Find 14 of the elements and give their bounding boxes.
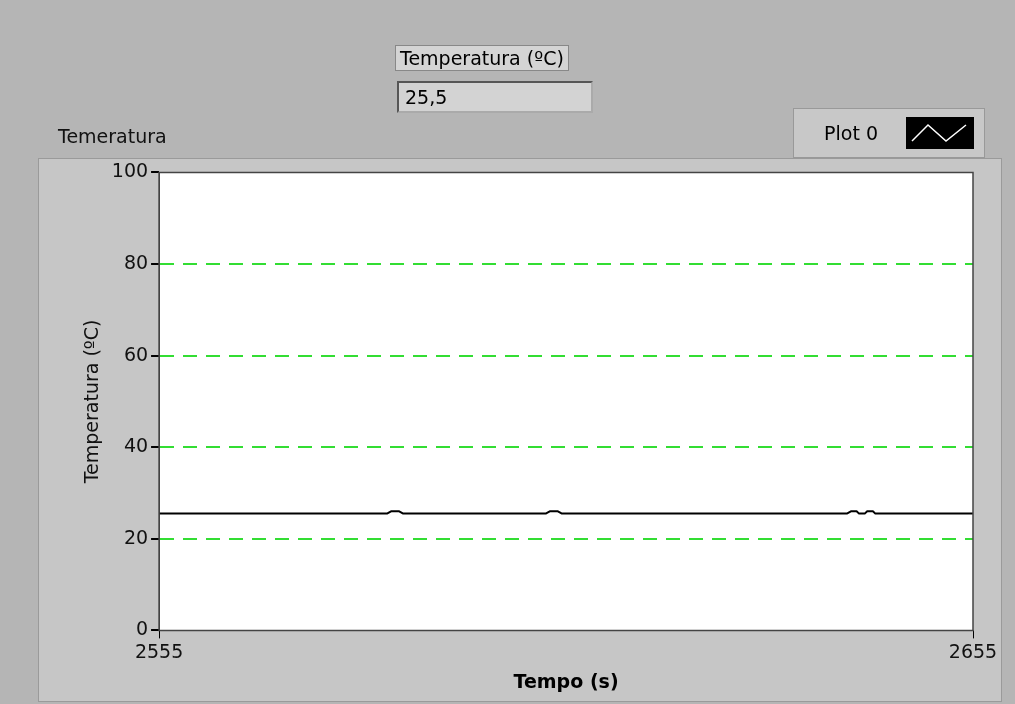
x-tick-label: 2555 — [134, 639, 184, 662]
x-tick-label: 2655 — [948, 639, 998, 662]
legend-label: Plot 0 — [824, 122, 878, 144]
y-tick-label: 20 — [123, 525, 149, 548]
x-axis-title: Tempo (s) — [513, 669, 619, 692]
text: Temperatura (ºC) — [395, 45, 569, 71]
text: 25,5 — [397, 81, 593, 113]
y-tick-label: 0 — [135, 617, 149, 640]
chart-title: Temeratura — [58, 125, 167, 147]
y-tick-label: 100 — [111, 159, 149, 182]
y-tick-label: 80 — [123, 250, 149, 273]
y-tick-label: 60 — [123, 342, 149, 365]
y-tick-label: 40 — [123, 434, 149, 457]
y-axis-title: Temperatura (ºC) — [80, 319, 103, 485]
